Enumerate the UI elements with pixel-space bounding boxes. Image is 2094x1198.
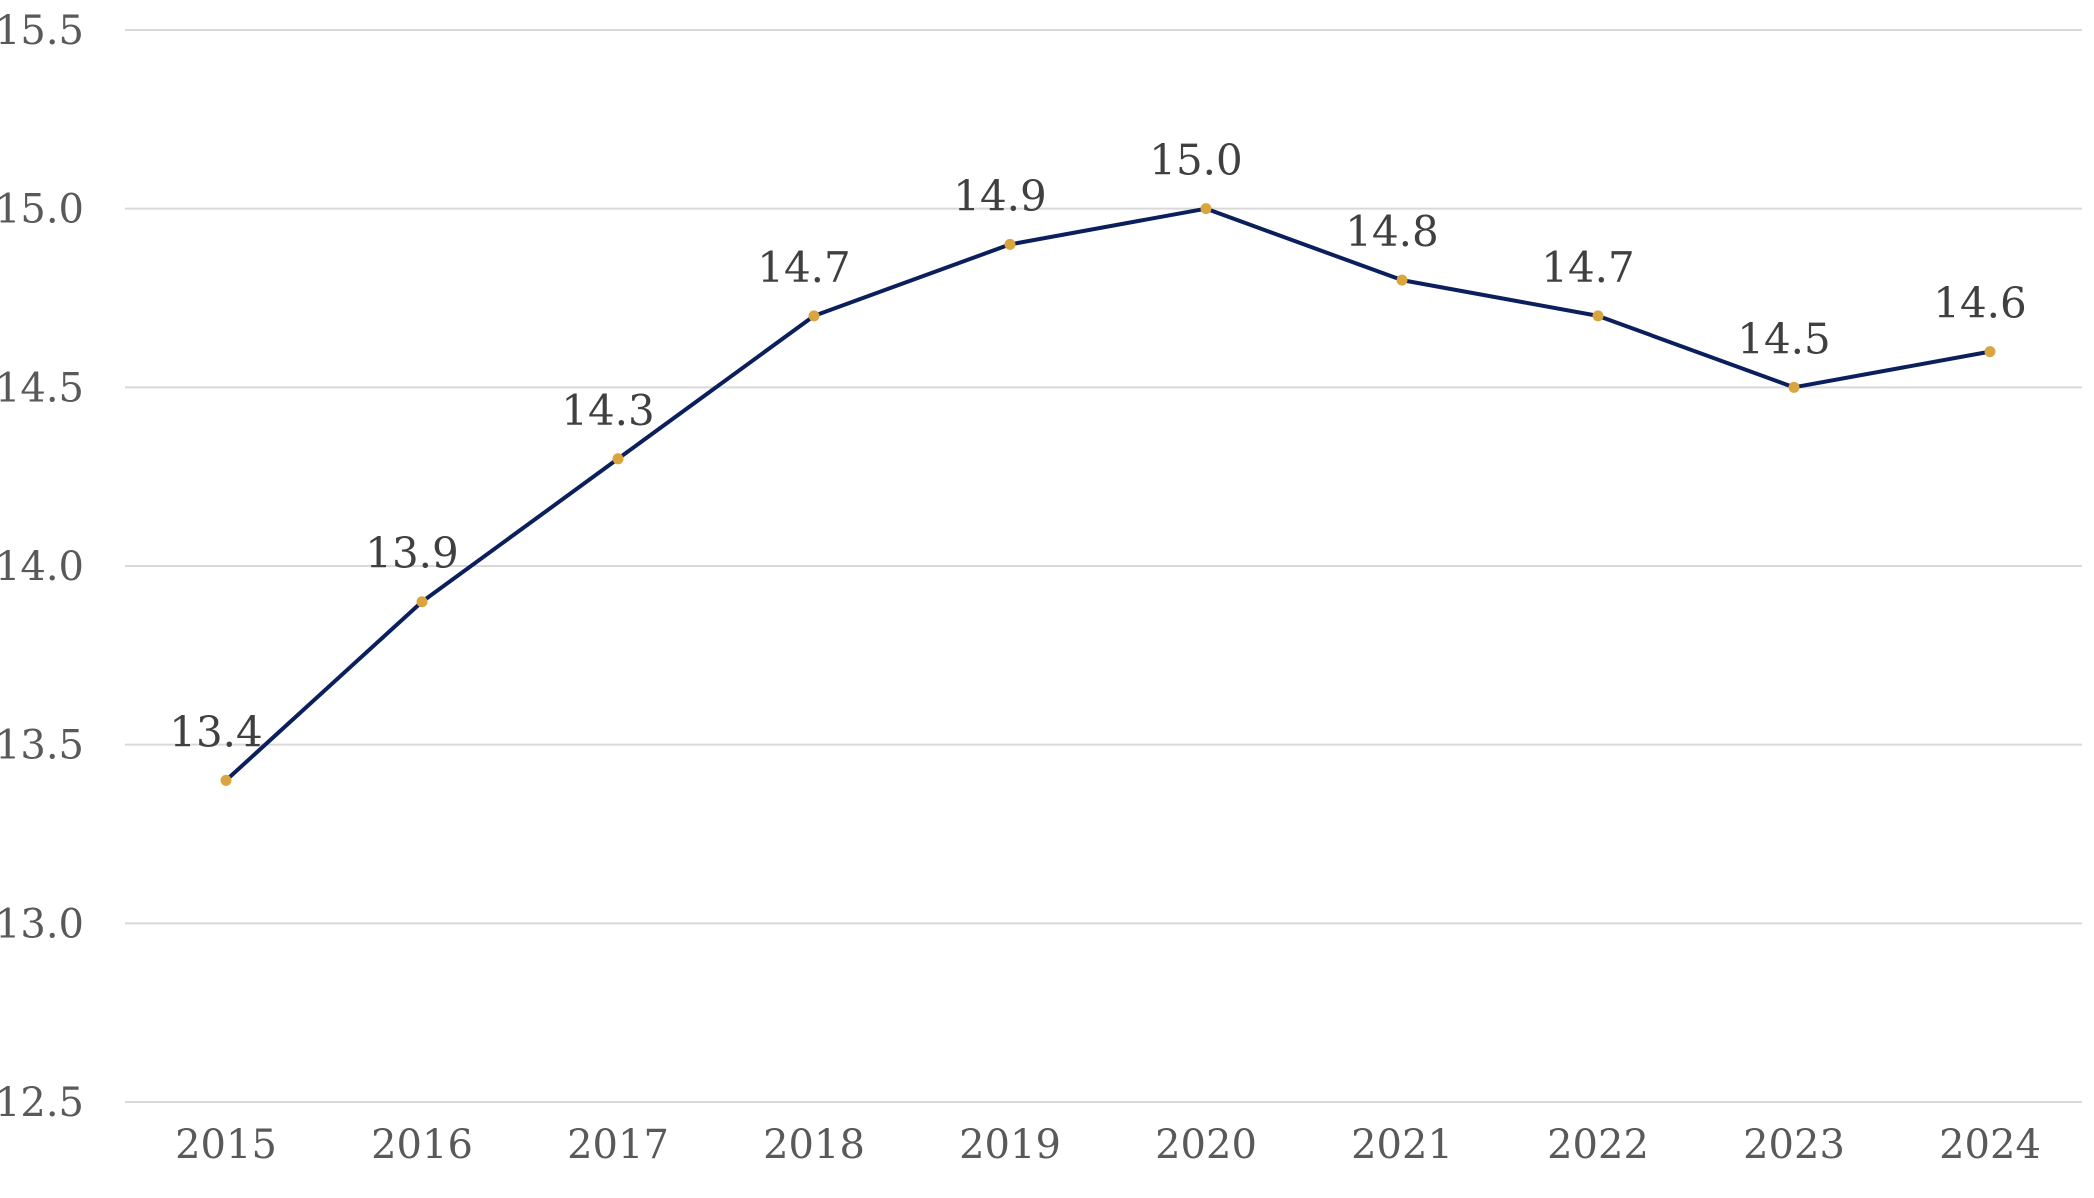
y-tick-label: 13.5 bbox=[0, 723, 84, 769]
data-point bbox=[416, 596, 428, 608]
data-point bbox=[808, 310, 820, 322]
series-line bbox=[224, 206, 1991, 782]
series-line-group bbox=[224, 206, 1991, 782]
data-point bbox=[220, 774, 232, 786]
y-tick-label: 13.0 bbox=[0, 901, 84, 947]
data-label: 15.0 bbox=[1149, 136, 1243, 185]
x-tick-label: 2015 bbox=[175, 1122, 277, 1168]
x-tick-label: 2020 bbox=[1155, 1122, 1257, 1168]
data-label: 14.3 bbox=[561, 386, 655, 435]
data-point bbox=[1004, 238, 1016, 250]
data-point bbox=[1984, 346, 1996, 358]
y-tick-label: 14.0 bbox=[0, 544, 84, 590]
data-label: 14.7 bbox=[1541, 243, 1635, 292]
data-label: 14.9 bbox=[953, 171, 1047, 220]
x-axis-tick-labels: 2015 2016 2017 2018 2019 2020 2021 2022 2023 2024 bbox=[175, 1122, 2041, 1168]
data-point bbox=[1788, 381, 1800, 393]
data-point-markers bbox=[220, 203, 1996, 786]
y-tick-label: 15.5 bbox=[0, 8, 84, 54]
y-tick-label: 15.0 bbox=[0, 187, 84, 233]
x-tick-label: 2017 bbox=[567, 1122, 669, 1168]
data-label: 13.4 bbox=[169, 707, 263, 756]
x-tick-label: 2021 bbox=[1351, 1122, 1453, 1168]
data-labels: 13.4 13.9 14.3 14.7 14.9 15.0 14.8 14.7 14.5 14.6 bbox=[169, 136, 2027, 757]
y-axis-tick-labels: 12.5 13.0 13.5 14.0 14.5 15.0 15.5 bbox=[0, 8, 84, 1126]
data-label: 14.7 bbox=[757, 243, 851, 292]
data-label: 14.5 bbox=[1737, 314, 1831, 363]
data-point bbox=[612, 453, 624, 465]
data-label: 14.6 bbox=[1933, 279, 2027, 328]
x-tick-label: 2016 bbox=[371, 1122, 473, 1168]
data-label: 13.9 bbox=[365, 529, 459, 578]
x-tick-label: 2018 bbox=[763, 1122, 865, 1168]
y-tick-label: 12.5 bbox=[0, 1080, 84, 1126]
data-point bbox=[1200, 203, 1212, 215]
y-tick-label: 14.5 bbox=[0, 365, 84, 411]
x-tick-label: 2022 bbox=[1547, 1122, 1649, 1168]
data-point bbox=[1592, 310, 1604, 322]
data-point bbox=[1396, 274, 1408, 286]
gridlines bbox=[125, 29, 2082, 1103]
x-tick-label: 2024 bbox=[1939, 1122, 2041, 1168]
data-label: 14.8 bbox=[1345, 207, 1439, 256]
x-tick-label: 2023 bbox=[1743, 1122, 1845, 1168]
x-tick-label: 2019 bbox=[959, 1122, 1061, 1168]
